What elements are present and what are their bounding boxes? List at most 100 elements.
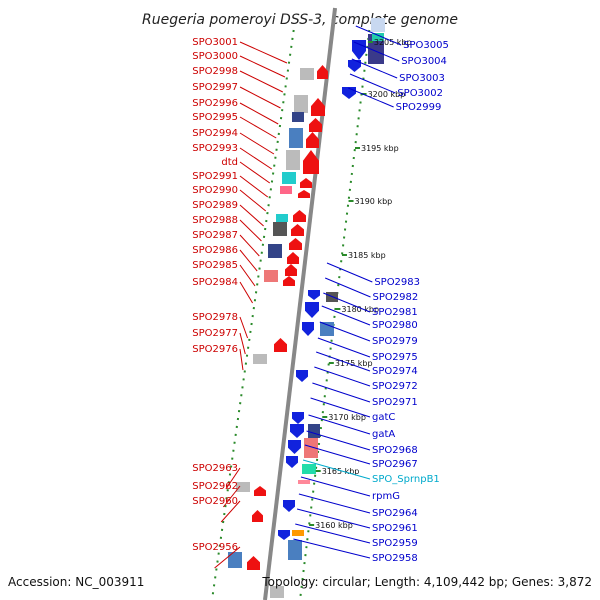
- blast-hit-box: [372, 33, 384, 41]
- label-leader-line: [239, 234, 260, 257]
- gene-label: SPO2991: [192, 171, 238, 182]
- forward-gene-arrow: [252, 510, 263, 522]
- label-leader-line: [239, 316, 249, 339]
- label-leader-line: [239, 132, 275, 155]
- gene-label: rpmG: [372, 491, 400, 502]
- blast-hit-box: [292, 112, 304, 122]
- reverse-gene-arrow: [305, 302, 319, 318]
- label-leader-line: [225, 467, 241, 490]
- gene-label: SPO2959: [372, 538, 418, 549]
- forward-gene-arrow: [289, 238, 302, 250]
- gene-label: SPO2963: [192, 463, 238, 474]
- gene-label: SPO3004: [401, 56, 447, 67]
- forward-gene-arrow: [311, 98, 325, 116]
- gene-label: SPO2983: [374, 277, 420, 288]
- label-leader-line: [239, 281, 253, 304]
- forward-gene-arrow: [285, 264, 297, 276]
- gene-label: SPO_SprnpB1: [372, 474, 440, 485]
- scale-tick-label: 3165 kbp: [322, 467, 360, 476]
- gene-label: dtd: [221, 157, 238, 168]
- blast-hit-box: [292, 530, 304, 536]
- label-leader-line: [300, 476, 371, 497]
- reverse-gene-arrow: [278, 530, 290, 540]
- forward-gene-arrow: [274, 338, 287, 352]
- gene-label: SPO3000: [192, 51, 238, 62]
- blast-hit-box: [236, 482, 250, 492]
- label-leader-line: [239, 175, 269, 198]
- forward-gene-arrow: [309, 118, 322, 132]
- gene-label: gatA: [372, 429, 395, 440]
- gene-label: SPO2989: [192, 200, 238, 211]
- reverse-gene-arrow: [290, 424, 304, 438]
- blast-hit-box: [308, 424, 320, 438]
- gene-label: SPO2988: [192, 215, 238, 226]
- label-leader-line: [314, 366, 371, 387]
- reverse-gene-arrow: [286, 456, 298, 468]
- scale-ticks: 3205 kbp 3200 kbp 3195 kbp 3190 kbp 3185 kbp…: [309, 38, 412, 530]
- forward-gene-labels: SPO3001 SPO3000 SPO2998 SPO2997 SPO2996 SPO29…: [192, 37, 288, 569]
- gene-label: SPO2997: [192, 82, 238, 93]
- reverse-gene-arrow: [296, 370, 308, 382]
- gene-label: SPO2994: [192, 128, 238, 139]
- label-leader-line: [302, 459, 371, 480]
- label-leader-line: [239, 219, 262, 242]
- gene-label: SPO2987: [192, 230, 238, 241]
- track-lines: [211, 7, 371, 600]
- blast-hit-box: [276, 214, 288, 222]
- reverse-gene-arrow: [292, 412, 304, 424]
- label-leader-line: [321, 305, 371, 326]
- forward-gene-arrow: [298, 190, 310, 198]
- scale-tick-label: 3175 kbp: [335, 359, 373, 368]
- label-leader-line: [317, 337, 371, 358]
- gene-label: SPO2985: [192, 260, 238, 271]
- gene-label: SPO2979: [372, 336, 418, 347]
- scale-tick-label: 3205 kbp: [374, 38, 412, 47]
- reverse-gene-arrow: [288, 440, 301, 454]
- gene-label: SPO2977: [192, 328, 238, 339]
- forward-gene-arrow: [247, 556, 260, 570]
- scale-tick-label: 3160 kbp: [315, 521, 353, 530]
- blast-hit-box: [320, 322, 334, 336]
- blast-hit-box: [282, 172, 296, 184]
- label-leader-line: [326, 262, 373, 283]
- gene-label: SPO2960: [192, 496, 238, 507]
- label-leader-line: [306, 430, 371, 451]
- label-leader-line: [298, 493, 371, 514]
- blast-hit-box: [273, 222, 287, 236]
- label-leader-line: [351, 58, 398, 79]
- forward-gene-arrow: [303, 150, 319, 174]
- label-leader-line: [239, 348, 244, 371]
- reverse-gene-arrow: [352, 40, 366, 60]
- label-leader-line: [239, 249, 258, 272]
- label-leader-line: [239, 41, 288, 64]
- gene-label: SPO2996: [192, 98, 238, 109]
- reverse-gene-arrow: [308, 290, 320, 300]
- scale-tick-label: 3185 kbp: [348, 251, 386, 260]
- scale-tick-label: 3170 kbp: [328, 413, 366, 422]
- blast-hit-box: [288, 540, 302, 560]
- blast-hit-box: [253, 354, 267, 364]
- label-leader-line: [353, 41, 400, 62]
- label-leader-line: [324, 277, 371, 298]
- gene-label: SPO3003: [399, 73, 445, 84]
- gene-label: SPO2967: [372, 459, 418, 470]
- label-leader-line: [214, 546, 241, 569]
- label-leader-line: [296, 508, 371, 529]
- blast-hit-box: [300, 68, 314, 80]
- blast-hit-box: [302, 464, 316, 474]
- gene-label: SPO3005: [403, 40, 449, 51]
- blast-hit-box: [304, 438, 318, 458]
- gene-label: SPO2982: [373, 292, 419, 303]
- gene-label: SPO3001: [192, 37, 238, 48]
- blast-hit-box: [289, 128, 303, 148]
- label-leader-line: [349, 73, 396, 94]
- blast-hit-box: [268, 244, 282, 258]
- gene-label: SPO2984: [192, 277, 238, 288]
- blast-hit-box: [264, 270, 278, 282]
- label-leader-line: [239, 332, 246, 355]
- blast-hit-box: [280, 186, 292, 194]
- scale-tick-label: 3195 kbp: [361, 144, 399, 153]
- gene-label: SPO2974: [372, 366, 418, 377]
- label-leader-line: [220, 500, 241, 523]
- forward-gene-arrow: [283, 276, 295, 286]
